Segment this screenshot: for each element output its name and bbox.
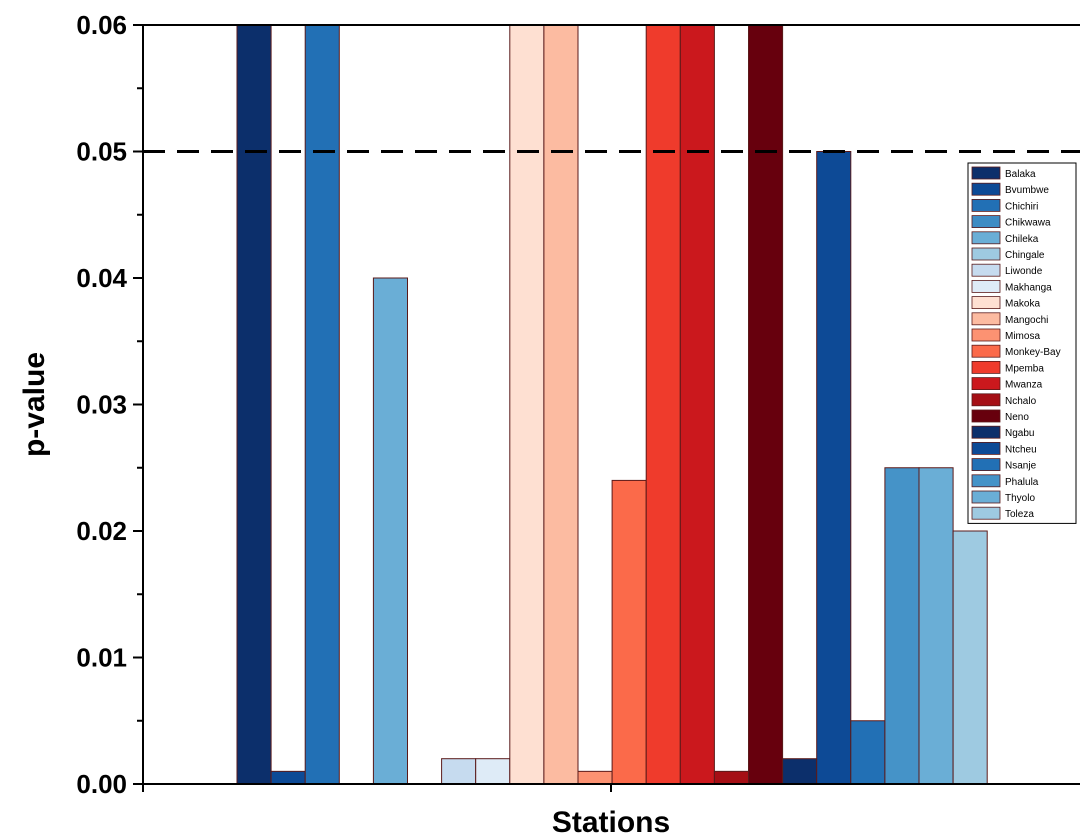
legend-swatch xyxy=(971,474,1001,488)
legend-label: Chichiri xyxy=(1005,201,1038,212)
legend-label: Mangochi xyxy=(1005,315,1048,326)
legend-swatch xyxy=(971,231,1001,245)
bar-ntcheu xyxy=(816,151,852,785)
legend-swatch xyxy=(971,166,1001,180)
bar-makoka xyxy=(509,24,545,785)
legend-label: Mimosa xyxy=(1005,331,1040,342)
bar-chichiri xyxy=(304,24,340,785)
bar-balaka xyxy=(236,24,272,785)
bar-phalula xyxy=(884,467,920,785)
legend-swatch xyxy=(971,328,1001,342)
legend-swatch xyxy=(971,247,1001,261)
y-tick-label: 0.03 xyxy=(76,390,127,420)
bar-mwanza xyxy=(679,24,715,785)
y-tick-label: 0.01 xyxy=(76,643,127,673)
legend-swatch xyxy=(971,506,1001,520)
legend-swatch xyxy=(971,377,1001,391)
bar-liwonde xyxy=(441,758,477,785)
x-axis-title: Stations xyxy=(552,806,670,836)
legend-label: Ngabu xyxy=(1005,428,1034,439)
legend-label: Toleza xyxy=(1005,509,1034,520)
legend-swatch xyxy=(971,490,1001,504)
y-tick-label: 0.05 xyxy=(76,137,127,167)
bar-neno xyxy=(748,24,784,785)
legend-swatch xyxy=(971,198,1001,212)
y-tick-label: 0.02 xyxy=(76,516,127,546)
legend-label: Liwonde xyxy=(1005,266,1043,277)
bar-mangochi xyxy=(543,24,579,785)
bar-nchalo xyxy=(713,770,750,785)
bar-mimosa xyxy=(577,770,613,785)
legend-swatch xyxy=(971,393,1001,407)
bar-nsanje xyxy=(850,720,886,785)
bar-toleza xyxy=(952,530,988,785)
legend-swatch xyxy=(971,344,1001,358)
legend-swatch xyxy=(971,425,1001,439)
legend-swatch xyxy=(971,312,1001,326)
legend-label: Makoka xyxy=(1005,299,1040,310)
legend-swatch xyxy=(971,296,1001,310)
bar-makhanga xyxy=(475,758,511,785)
legend-label: Monkey-Bay xyxy=(1005,347,1061,358)
bar-monkey-bay xyxy=(611,479,647,785)
legend-label: Nchalo xyxy=(1005,396,1037,407)
bar-bvumbwe xyxy=(270,770,306,785)
bar-chileka xyxy=(372,277,408,785)
y-tick-label: 0.06 xyxy=(76,10,127,40)
y-tick-label: 0.00 xyxy=(76,769,127,799)
legend-label: Chileka xyxy=(1005,234,1039,245)
legend-swatch xyxy=(971,279,1001,293)
y-axis-title: p-value xyxy=(18,352,51,457)
legend-swatch xyxy=(971,215,1001,229)
bars-group xyxy=(236,24,988,785)
legend-label: Neno xyxy=(1005,412,1029,423)
bar-mpemba xyxy=(645,24,681,785)
bar-thyolo xyxy=(918,467,954,785)
legend-label: Balaka xyxy=(1005,169,1036,180)
legend-label: Thyolo xyxy=(1005,493,1035,504)
legend-label: Phalula xyxy=(1005,477,1039,488)
legend-swatch xyxy=(971,360,1001,374)
bar-ngabu xyxy=(782,758,818,785)
legend-swatch xyxy=(971,182,1001,196)
legend-swatch xyxy=(971,263,1001,277)
legend-label: Nsanje xyxy=(1005,461,1037,472)
legend-label: Ntcheu xyxy=(1005,444,1037,455)
legend-swatch xyxy=(971,441,1001,455)
legend-swatch xyxy=(971,409,1001,423)
legend-label: Mpemba xyxy=(1005,363,1044,374)
legend-label: Makhanga xyxy=(1005,282,1052,293)
legend-label: Chikwawa xyxy=(1005,218,1051,229)
legend-label: Chingale xyxy=(1005,250,1045,261)
y-axis-ticks: 0.00 0.01 0.02 0.03 0.04 0.05 0.06 xyxy=(76,10,143,799)
legend: Balaka Bvumbwe Chichiri Chikwawa Chileka Chin… xyxy=(967,162,1077,524)
legend-swatch xyxy=(971,458,1001,472)
legend-label: Mwanza xyxy=(1005,380,1043,391)
legend-label: Bvumbwe xyxy=(1005,185,1049,196)
y-tick-label: 0.04 xyxy=(76,263,127,293)
